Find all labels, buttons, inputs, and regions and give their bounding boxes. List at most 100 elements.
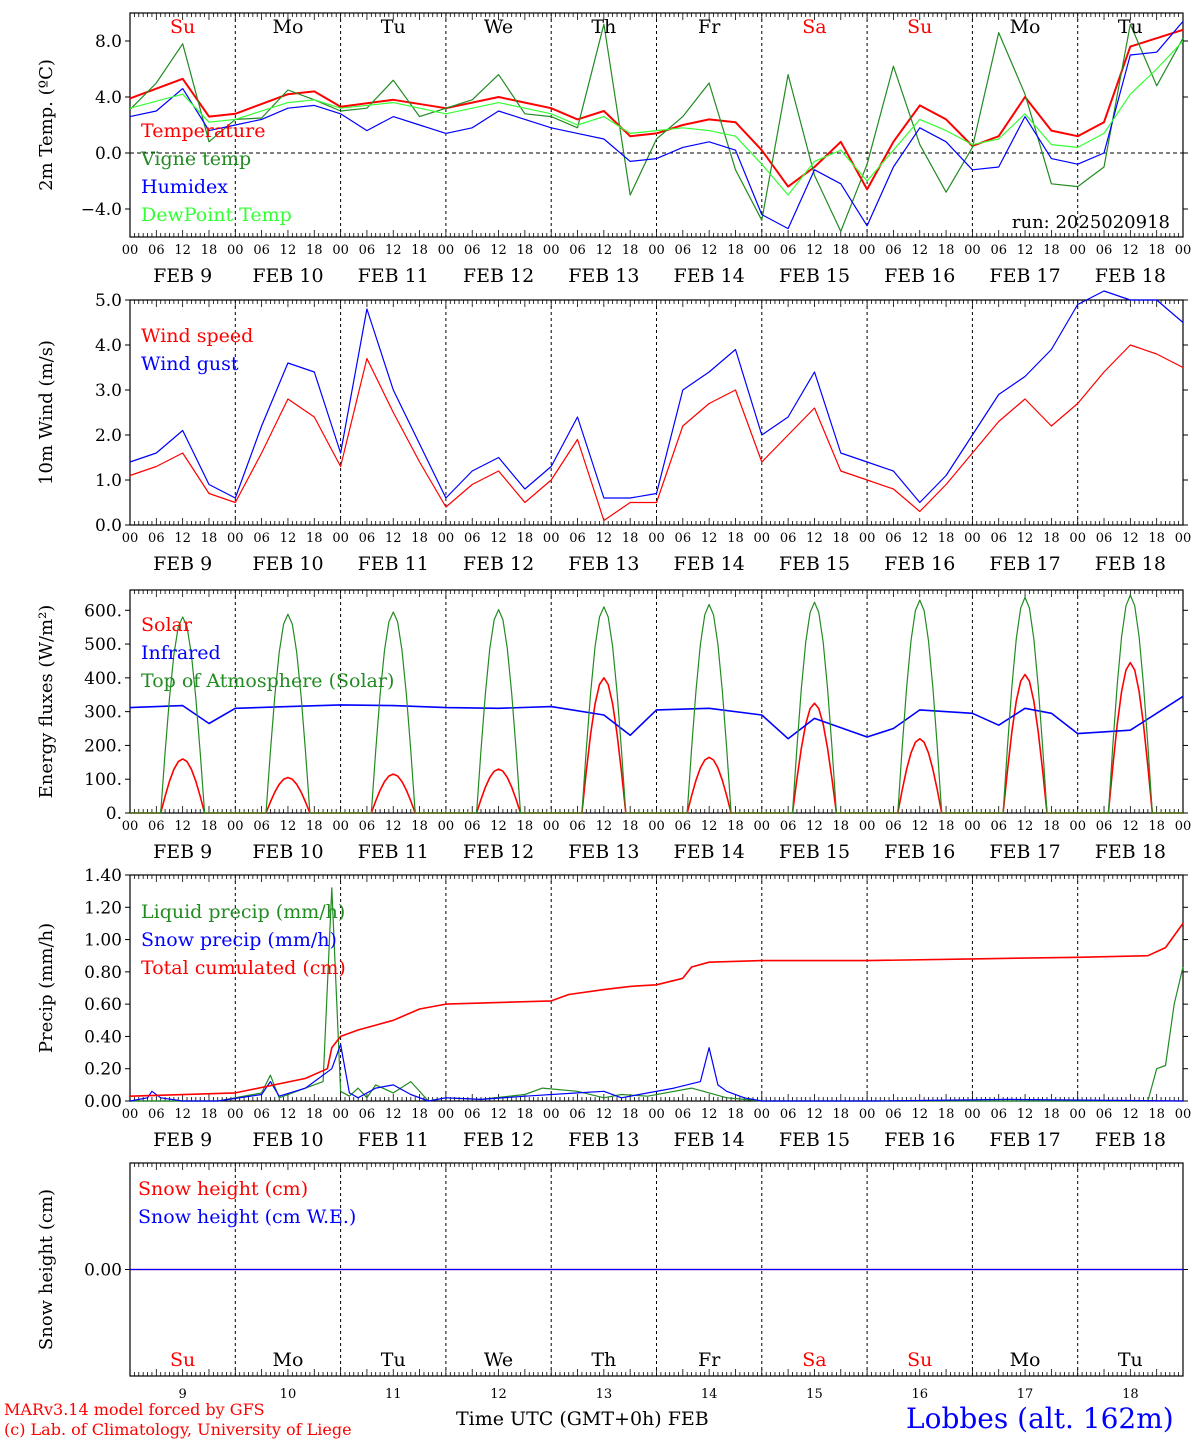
hour-tick-label: 18 bbox=[727, 819, 744, 834]
hour-tick-label: 00 bbox=[122, 531, 139, 546]
hour-tick-label: 06 bbox=[990, 819, 1007, 834]
hour-tick-label: 00 bbox=[859, 243, 876, 258]
series-line-top-of-atmosphere-solar- bbox=[130, 594, 1183, 814]
legend-entry: Vigne temp bbox=[140, 148, 251, 170]
hour-tick-label: 06 bbox=[780, 1107, 797, 1122]
hour-tick-label: 06 bbox=[780, 819, 797, 834]
y-tick-label: 1.20 bbox=[84, 898, 122, 918]
weekday-label-top: Tu bbox=[1118, 16, 1143, 38]
date-label: FEB 17 bbox=[989, 1129, 1060, 1151]
series-line-infrared bbox=[129, 695, 1184, 740]
hour-tick-label: 06 bbox=[569, 1107, 586, 1122]
hour-tick-label: 12 bbox=[701, 819, 718, 834]
date-label: FEB 16 bbox=[884, 841, 955, 863]
date-label: FEB 9 bbox=[153, 841, 212, 863]
hour-tick-label: 06 bbox=[885, 243, 902, 258]
date-label: FEB 15 bbox=[779, 841, 850, 863]
hour-tick-label: 00 bbox=[543, 243, 560, 258]
hour-tick-label: 06 bbox=[359, 1107, 376, 1122]
date-label: FEB 13 bbox=[568, 841, 639, 863]
panel-2 bbox=[125, 290, 1188, 526]
panel-5 bbox=[125, 1162, 1188, 1377]
hour-tick-label: 12 bbox=[596, 1107, 613, 1122]
hour-tick-label: 00 bbox=[754, 1107, 771, 1122]
hour-tick-label: 18 bbox=[1148, 531, 1165, 546]
hour-tick-label: 06 bbox=[359, 819, 376, 834]
date-label: FEB 14 bbox=[674, 841, 745, 863]
date-label: FEB 13 bbox=[568, 265, 639, 287]
hour-tick-label: 06 bbox=[148, 1107, 165, 1122]
hour-tick-label: 06 bbox=[148, 531, 165, 546]
panel-frame bbox=[129, 589, 1184, 814]
date-label: FEB 10 bbox=[252, 1129, 323, 1151]
day-number-label: 10 bbox=[280, 1387, 297, 1402]
hour-tick-label: 18 bbox=[306, 243, 323, 258]
hour-tick-label: 12 bbox=[596, 819, 613, 834]
weekday-label-bottom: Mo bbox=[1010, 1349, 1041, 1371]
y-tick-label: 1.40 bbox=[84, 866, 122, 886]
weekday-label-top: Mo bbox=[1010, 16, 1041, 38]
hour-tick-label: 18 bbox=[201, 243, 218, 258]
date-label: FEB 9 bbox=[153, 1129, 212, 1151]
legend-entry: Top of Atmosphere (Solar) bbox=[141, 670, 394, 692]
hour-tick-label: 12 bbox=[701, 531, 718, 546]
hour-tick-label: 00 bbox=[122, 243, 139, 258]
hour-tick-label: 12 bbox=[911, 819, 928, 834]
hour-tick-label: 12 bbox=[490, 531, 507, 546]
hour-tick-label: 06 bbox=[464, 243, 481, 258]
legend-entry: Snow height (cm W.E.) bbox=[138, 1206, 356, 1228]
hour-tick-label: 18 bbox=[411, 243, 428, 258]
panel-3 bbox=[125, 589, 1188, 814]
hour-tick-label: 06 bbox=[1096, 1107, 1113, 1122]
hour-tick-label: 18 bbox=[517, 819, 534, 834]
legend-entry: Snow height (cm) bbox=[138, 1178, 308, 1200]
series-line-total-cumulated-cm- bbox=[129, 922, 1184, 1097]
hour-tick-label: 18 bbox=[411, 1107, 428, 1122]
hour-tick-label: 00 bbox=[754, 819, 771, 834]
hour-tick-label: 06 bbox=[359, 243, 376, 258]
hour-tick-label: 12 bbox=[1017, 819, 1034, 834]
hour-tick-label: 00 bbox=[227, 1107, 244, 1122]
hour-tick-label: 18 bbox=[938, 243, 955, 258]
weekday-label-top: Tu bbox=[381, 16, 406, 38]
series-line-temperature bbox=[129, 28, 1184, 191]
hour-tick-label: 12 bbox=[806, 819, 823, 834]
hour-tick-label: 06 bbox=[148, 819, 165, 834]
series-line-dewpoint-temp bbox=[129, 40, 1184, 196]
y-tick-label: 200. bbox=[84, 736, 122, 756]
hour-tick-label: 00 bbox=[438, 819, 455, 834]
hour-tick-label: 12 bbox=[806, 243, 823, 258]
hour-tick-label: 18 bbox=[517, 531, 534, 546]
legend-entry: Total cumulated (cm) bbox=[141, 957, 346, 979]
hour-tick-label: 06 bbox=[780, 531, 797, 546]
hour-tick-label: 06 bbox=[569, 531, 586, 546]
panel-1 bbox=[125, 12, 1188, 238]
y-tick-label: 5.0 bbox=[95, 291, 122, 311]
x-axis-title: Time UTC (GMT+0h) FEB bbox=[456, 1408, 709, 1430]
hour-tick-label: 18 bbox=[938, 531, 955, 546]
hour-tick-label: 06 bbox=[1096, 243, 1113, 258]
hour-tick-label: 00 bbox=[648, 1107, 665, 1122]
hour-tick-label: 06 bbox=[780, 243, 797, 258]
hour-tick-label: 12 bbox=[490, 243, 507, 258]
hour-tick-label: 12 bbox=[701, 243, 718, 258]
weekday-label-bottom: Su bbox=[907, 1349, 932, 1371]
hour-tick-label: 18 bbox=[622, 531, 639, 546]
legend-entry: Humidex bbox=[141, 176, 228, 198]
hour-tick-label: 00 bbox=[438, 1107, 455, 1122]
hour-tick-label: 18 bbox=[1148, 243, 1165, 258]
hour-tick-label: 12 bbox=[1017, 531, 1034, 546]
hour-tick-label: 06 bbox=[253, 819, 270, 834]
hour-tick-label: 12 bbox=[1122, 819, 1139, 834]
hour-tick-label: 06 bbox=[885, 1107, 902, 1122]
legend-entry: Infrared bbox=[141, 642, 221, 664]
hour-tick-label: 12 bbox=[1122, 531, 1139, 546]
hour-tick-label: 12 bbox=[596, 531, 613, 546]
hour-tick-label: 18 bbox=[833, 819, 850, 834]
hour-tick-label: 00 bbox=[1069, 1107, 1086, 1122]
date-label: FEB 12 bbox=[463, 553, 534, 575]
date-label: FEB 12 bbox=[463, 841, 534, 863]
series-line-wind-gust bbox=[129, 290, 1184, 504]
hour-tick-label: 18 bbox=[517, 1107, 534, 1122]
